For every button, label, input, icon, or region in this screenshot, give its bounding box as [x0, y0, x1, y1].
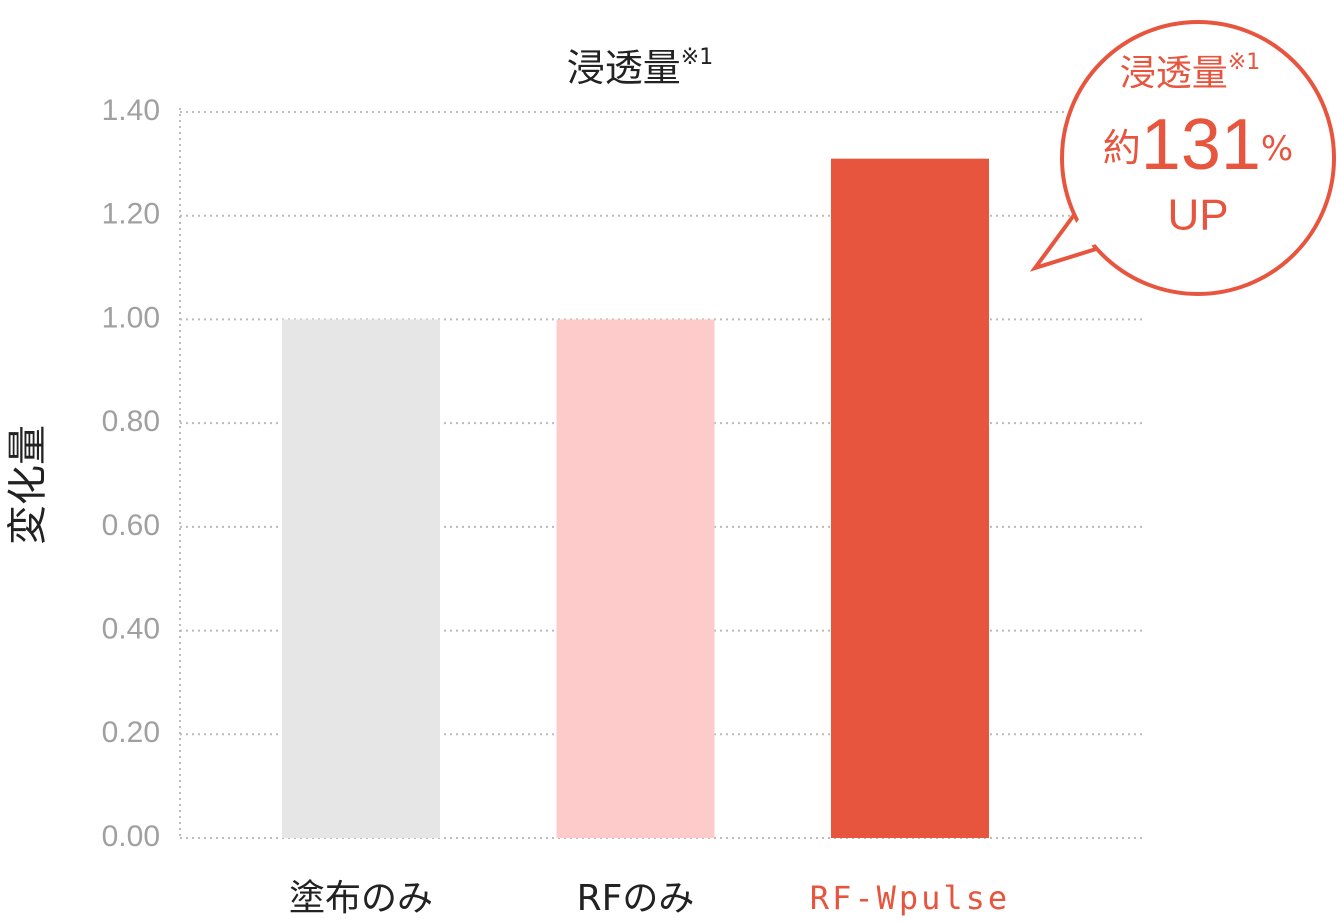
callout: 浸透量※1 約131% UP — [1029, 20, 1336, 296]
y-tick-label: 1.00 — [102, 301, 160, 334]
x-tick-label: 塗布のみ — [289, 878, 433, 919]
y-tick-label: 0.20 — [102, 716, 160, 749]
bar — [831, 158, 989, 838]
x-tick-label: RFのみ — [577, 878, 695, 919]
y-axis-label: 変化量 — [5, 425, 51, 545]
callout-title: 浸透量※1 — [1120, 50, 1260, 94]
callout-circle — [1060, 20, 1336, 296]
callout-suffix: UP — [1167, 191, 1228, 240]
chart-title: 浸透量※1 — [567, 45, 713, 90]
y-tick-label: 0.80 — [102, 405, 160, 438]
x-tick-label: RF-Wpulse — [810, 879, 1010, 917]
y-tick-label: 0.40 — [102, 612, 160, 645]
y-tick-label: 0.60 — [102, 509, 160, 542]
y-tick-label: 1.40 — [102, 94, 160, 127]
bar — [282, 319, 440, 838]
bar — [556, 319, 715, 838]
callout-tail-fill — [1048, 205, 1120, 260]
y-tick-label: 1.20 — [102, 198, 160, 231]
y-tick-label: 0.00 — [102, 820, 160, 853]
callout-value: 約131% — [1103, 105, 1293, 185]
